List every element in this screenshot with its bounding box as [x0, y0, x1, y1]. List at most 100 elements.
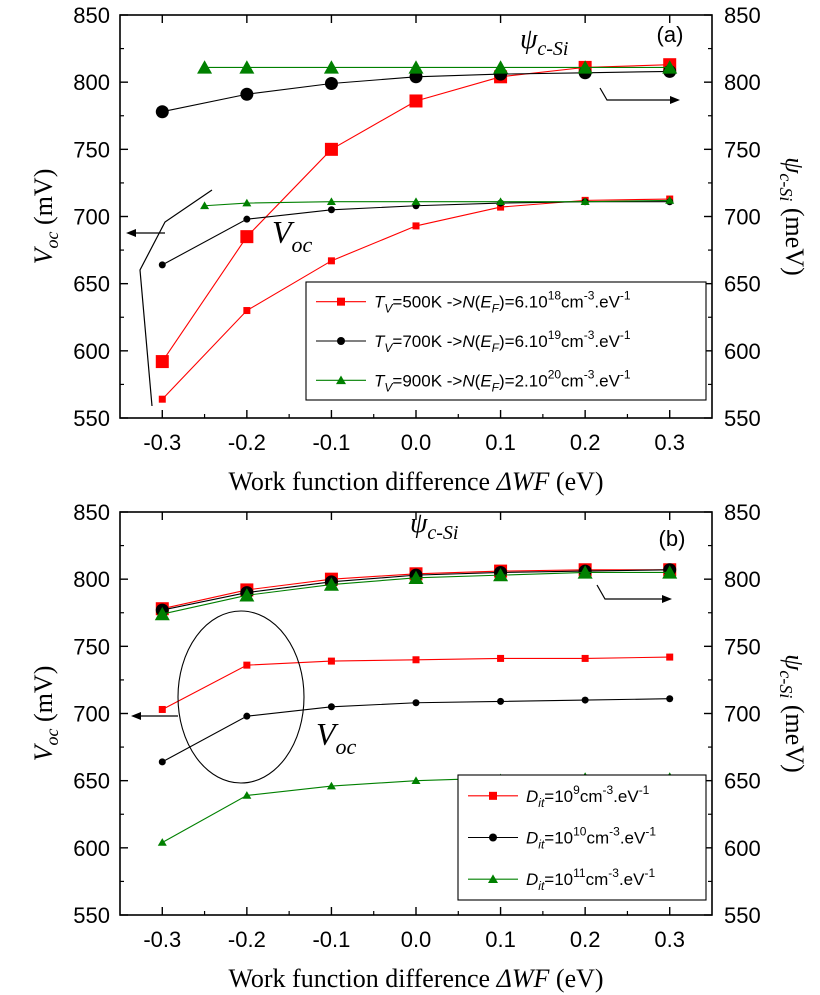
x-tick-label: 0.0	[401, 927, 432, 952]
y-axis-label: Voc (mV)	[29, 169, 62, 265]
data-point	[666, 695, 674, 703]
x-tick-label: 0.1	[485, 927, 516, 952]
y-tick-label: 700	[73, 702, 110, 727]
data-point	[242, 198, 252, 207]
data-point	[158, 705, 166, 713]
x-tick-label: 0.3	[654, 430, 685, 455]
series-voc-circle	[158, 695, 674, 766]
series-voc-triangle	[200, 196, 675, 210]
data-point	[239, 60, 255, 74]
panel-label: (a)	[657, 22, 684, 47]
data-point	[496, 197, 506, 206]
series-voc-square	[158, 653, 674, 713]
right-axis-arrow	[599, 87, 678, 101]
x-tick-label: 0.2	[570, 927, 601, 952]
data-point	[581, 696, 589, 704]
y2-axis-label: ψc-Si (meV)	[776, 157, 809, 276]
data-point	[412, 699, 420, 707]
y-tick-label: 550	[73, 406, 110, 431]
data-point	[327, 257, 335, 265]
data-point	[497, 697, 505, 705]
data-point	[242, 791, 252, 799]
legend: TV=500K ->N(EF)=6.1018cm-3.eV-1 TV=700K -…	[305, 281, 707, 401]
data-point	[666, 653, 674, 661]
x-tick-label: -0.2	[228, 927, 266, 952]
data-point	[324, 142, 338, 156]
data-point	[489, 791, 497, 800]
data-point	[323, 60, 339, 74]
y-tick-label: 850	[73, 3, 110, 28]
y2-tick-label: 550	[724, 406, 761, 431]
data-point	[197, 60, 213, 74]
x-tick-label: -0.3	[143, 430, 181, 455]
series-voc-circle	[158, 198, 674, 269]
y2-tick-label: 650	[724, 769, 761, 794]
y-tick-label: 600	[73, 836, 110, 861]
data-point	[243, 712, 251, 720]
legend-entry: TV=500K ->N(EF)=6.1018cm-3.eV-1	[374, 289, 631, 316]
y2-tick-label: 800	[724, 567, 761, 592]
voc-annotation: Voc	[272, 214, 313, 257]
data-point	[497, 203, 505, 211]
x-tick-label: 0.1	[485, 430, 516, 455]
legend-entry: Dit=1011cm-3.eV-1	[526, 866, 655, 893]
y-tick-label: 550	[73, 903, 110, 928]
y-tick-label: 750	[73, 137, 110, 162]
data-point	[411, 197, 421, 206]
data-point	[581, 654, 589, 662]
x-tick-label: 0.3	[654, 927, 685, 952]
legend-entry: TV=700K ->N(EF)=6.1019cm-3.eV-1	[374, 328, 631, 355]
arrowhead	[662, 595, 672, 603]
y2-tick-label: 700	[724, 205, 761, 230]
y-tick-label: 800	[73, 70, 110, 95]
data-point	[577, 565, 593, 579]
chart-panel-b: -0.3 -0.2 -0.1 0.0 0.1 0.2 0.3 550 550 600 600 650 6…	[29, 500, 809, 993]
voc-ellipse	[177, 610, 305, 784]
data-point	[240, 230, 254, 244]
data-point	[327, 657, 335, 665]
data-point	[158, 261, 166, 269]
series-line	[162, 201, 670, 266]
y-tick-label: 650	[73, 272, 110, 297]
arrowhead	[670, 96, 680, 104]
data-point	[239, 588, 255, 602]
y-tick-label: 850	[73, 500, 110, 525]
legend-entry: Dit=109cm-3.eV-1	[526, 783, 650, 810]
y2-tick-label: 750	[724, 137, 761, 162]
legend-entry: Dit=1010cm-3.eV-1	[526, 825, 656, 852]
y2-tick-label: 650	[724, 272, 761, 297]
arrowhead	[126, 229, 136, 237]
data-point	[243, 215, 251, 223]
data-point	[158, 758, 166, 766]
arrowhead	[131, 712, 141, 720]
data-point	[336, 375, 346, 385]
data-point	[327, 703, 335, 711]
data-point	[337, 337, 345, 345]
data-point	[243, 661, 251, 669]
data-point	[337, 297, 345, 306]
x-tick-label: -0.1	[312, 927, 350, 952]
series-line	[162, 698, 670, 763]
legend-box	[305, 281, 707, 401]
data-point	[580, 197, 590, 206]
y2-axis-label: ψc-Si (meV)	[776, 654, 809, 773]
data-point	[243, 307, 251, 315]
data-point	[412, 656, 420, 664]
data-point	[497, 654, 505, 662]
x-tick-label: -0.2	[228, 430, 266, 455]
series-psi-triangle	[197, 60, 678, 74]
data-point	[327, 206, 335, 214]
data-point	[665, 196, 675, 204]
data-point	[489, 833, 497, 842]
data-point	[158, 395, 166, 403]
y-tick-label: 750	[73, 634, 110, 659]
right-axis-arrow	[596, 584, 668, 600]
data-point	[488, 874, 498, 883]
data-point	[409, 94, 423, 108]
y-tick-label: 600	[73, 339, 110, 364]
x-tick-label: -0.1	[312, 430, 350, 455]
x-tick-label: 0.0	[401, 430, 432, 455]
y2-tick-label: 600	[724, 836, 761, 861]
y2-tick-label: 850	[724, 500, 761, 525]
